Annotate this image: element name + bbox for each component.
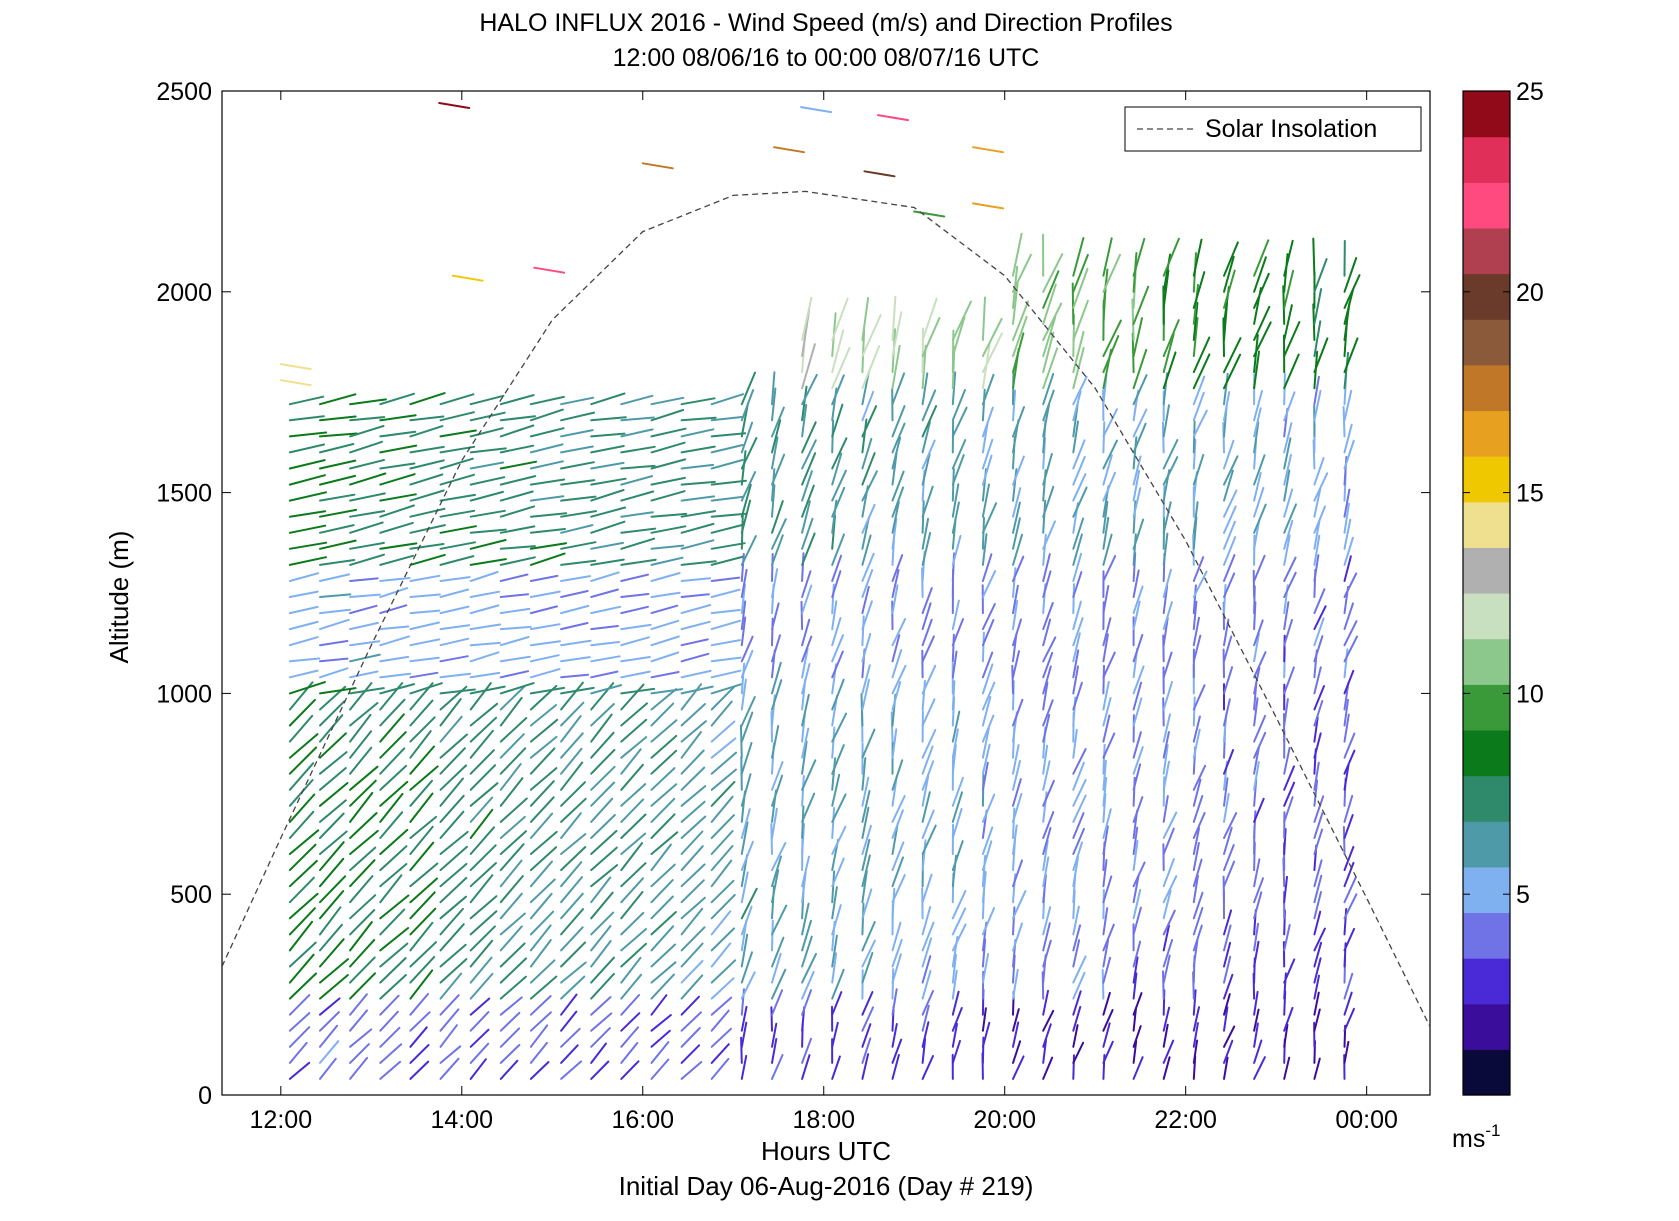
plot-frame: [222, 91, 1430, 1095]
x-axis-label: Hours UTC: [761, 1136, 891, 1166]
colorbar-segment: [1463, 821, 1510, 867]
wind-barb: [983, 633, 984, 662]
wind-barb: [1103, 666, 1104, 694]
colorbar-tick-label: 10: [1516, 680, 1544, 708]
wind-barb: [862, 616, 863, 645]
wind-barb: [1284, 636, 1285, 662]
colorbar-segment: [1463, 684, 1510, 730]
wind-barb: [1194, 698, 1195, 726]
colorbar-segment: [1463, 410, 1510, 456]
colorbar-tick-label: 5: [1516, 881, 1530, 909]
legend: Solar Insolation: [1125, 107, 1421, 151]
wind-barb: [1134, 778, 1135, 806]
wind-barb: [893, 969, 894, 999]
colorbar-segment: [1463, 1049, 1510, 1095]
colorbar-segment: [1463, 502, 1510, 548]
colorbar-segment: [1463, 730, 1510, 776]
colorbar-unit-exponent: -1: [1485, 1121, 1500, 1140]
colorbar-segment: [1463, 776, 1510, 822]
chart-title: HALO INFLUX 2016 - Wind Speed (m/s) and …: [479, 9, 1172, 37]
x-tick-label: 22:00: [1154, 1106, 1217, 1134]
wind-barb: [1163, 971, 1164, 998]
x-tick-label: 20:00: [973, 1106, 1036, 1134]
wind-barb: [802, 553, 803, 581]
chart-subtitle: 12:00 08/06/16 to 00:00 08/07/16 UTC: [613, 44, 1040, 72]
colorbar-segment: [1463, 456, 1510, 502]
colorbar-segment: [1463, 958, 1510, 1004]
y-tick-label: 2000: [156, 279, 212, 307]
wind-barb: [1313, 239, 1314, 276]
wind-barb: [741, 1038, 742, 1063]
colorbar-tick-label: 20: [1516, 279, 1544, 307]
wind-barb: [1103, 890, 1104, 918]
colorbar-segment: [1463, 182, 1510, 228]
colorbar: 5 10 15 20 25 ms-1: [1452, 78, 1544, 1153]
colorbar-tick-label: 25: [1516, 78, 1544, 106]
y-tick-label: 1000: [156, 680, 212, 708]
wind-barb: [802, 602, 803, 629]
colorbar-segment: [1463, 137, 1510, 183]
colorbar-segment: [1463, 319, 1510, 365]
colorbar-segment: [1463, 365, 1510, 411]
wind-barb: [1344, 407, 1345, 436]
wind-barb: [772, 554, 773, 581]
wind-barb: [1254, 811, 1255, 838]
wind-barb: [771, 1007, 772, 1030]
colorbar-segment: [1463, 91, 1510, 137]
x-tick-label: 12:00: [250, 1106, 313, 1134]
x-tick-label: 18:00: [792, 1106, 855, 1134]
colorbar-unit: ms-1: [1452, 1121, 1500, 1153]
legend-label: Solar Insolation: [1205, 115, 1377, 143]
x-tick-label: 14:00: [431, 1106, 494, 1134]
plot-area: [222, 91, 1430, 1095]
wind-barb: [1073, 1055, 1074, 1079]
wind-barb: [1164, 777, 1165, 806]
footer-text: Initial Day 06-Aug-2016 (Day # 219): [619, 1171, 1034, 1201]
x-tick-label: 00:00: [1335, 1106, 1398, 1134]
colorbar-segment: [1463, 912, 1510, 958]
y-tick-label: 2500: [156, 78, 212, 106]
colorbar-segment: [1463, 274, 1510, 320]
wind-barb: [772, 619, 773, 646]
wind-barb: [1013, 907, 1014, 934]
y-tick-label: 0: [198, 1082, 212, 1110]
y-tick-label: 500: [170, 881, 212, 909]
wind-barb: [1103, 422, 1104, 452]
y-axis-label: Altitude (m): [104, 531, 134, 664]
wind-barb: [953, 635, 954, 662]
colorbar-gradient: [1463, 91, 1510, 1096]
colorbar-unit-base: ms: [1452, 1125, 1485, 1153]
colorbar-segment: [1463, 228, 1510, 274]
x-tick-label: 16:00: [611, 1106, 674, 1134]
colorbar-segment: [1463, 639, 1510, 685]
colorbar-segment: [1463, 547, 1510, 593]
wind-barb: [1073, 584, 1074, 613]
wind-barb: [1344, 827, 1345, 854]
wind-barb: [1103, 745, 1104, 774]
colorbar-segment: [1463, 1004, 1510, 1050]
wind-barb: [1163, 698, 1164, 725]
wind-barb: [772, 921, 773, 951]
colorbar-tick-label: 15: [1516, 480, 1544, 508]
colorbar-segment: [1463, 593, 1510, 639]
wind-barb: [1013, 809, 1014, 839]
wind-barb: [1163, 422, 1164, 452]
colorbar-segment: [1463, 867, 1510, 913]
wind-barb: [1012, 666, 1013, 694]
wind-barb: [1103, 970, 1104, 999]
y-tick-label: 1500: [156, 480, 212, 508]
